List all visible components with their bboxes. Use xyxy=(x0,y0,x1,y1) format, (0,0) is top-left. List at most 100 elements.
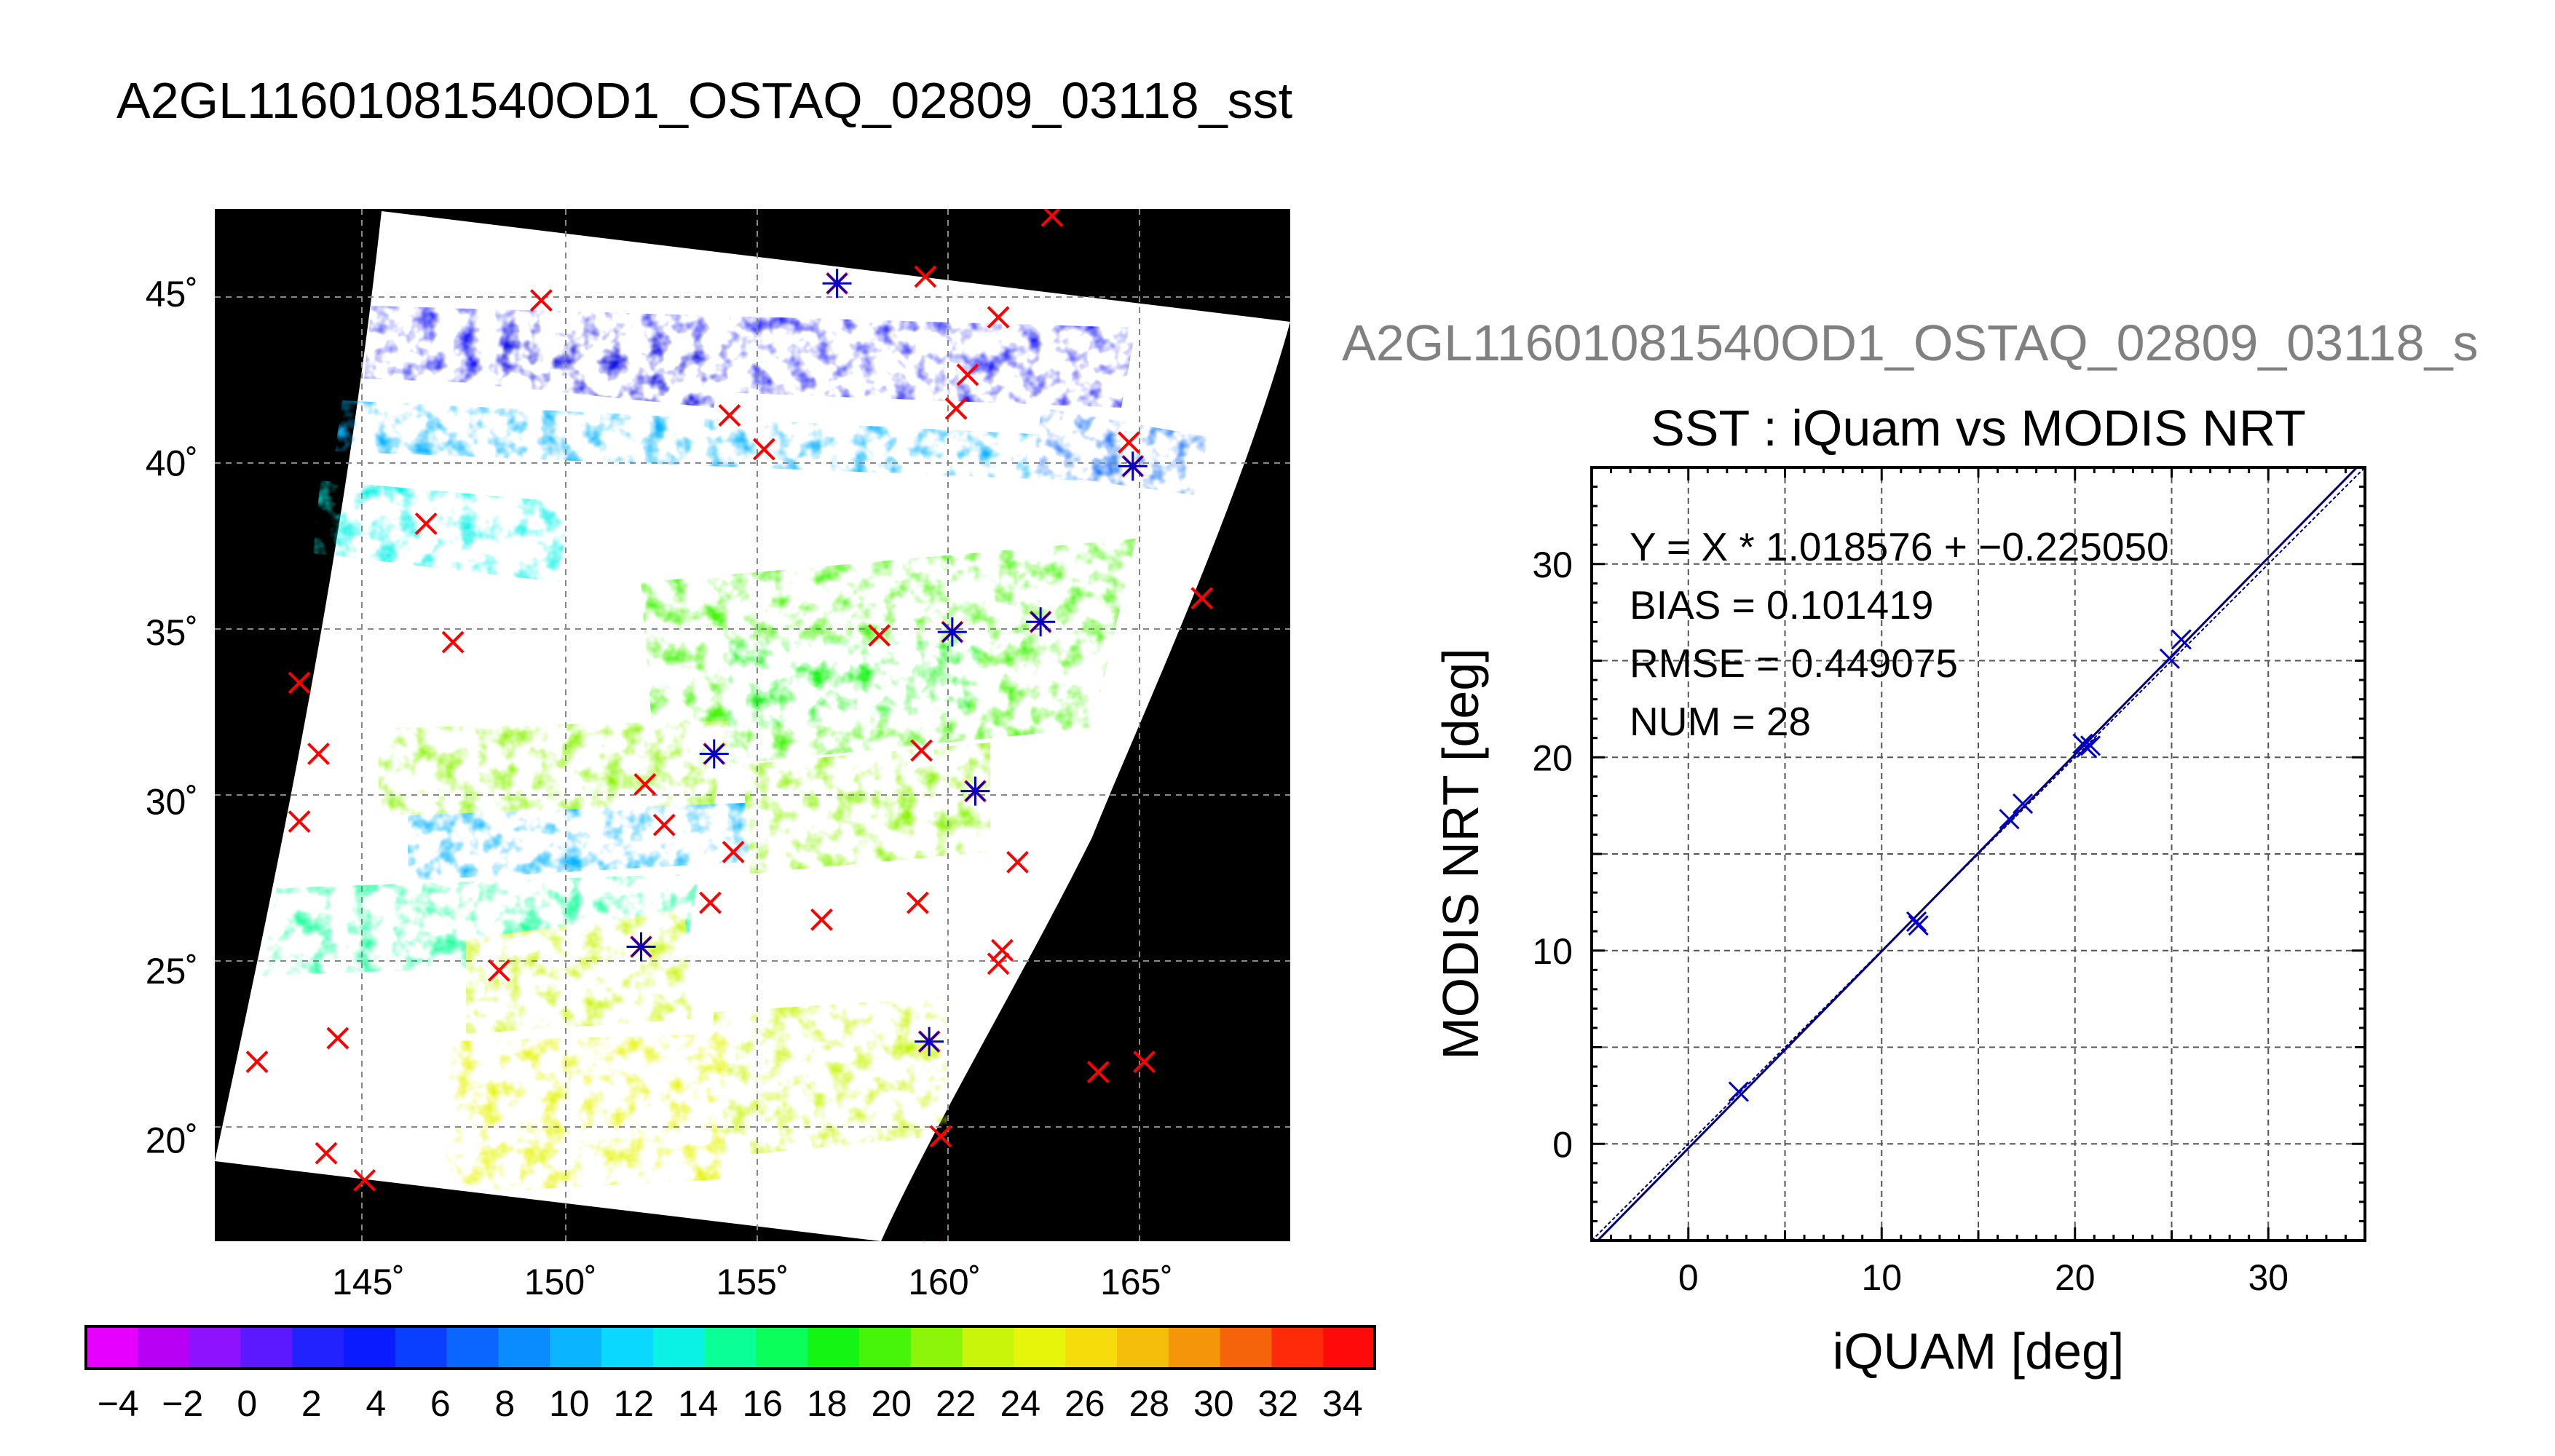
match-marker xyxy=(923,1240,944,1241)
match-marker xyxy=(652,813,676,836)
match-marker xyxy=(1006,850,1029,874)
map-x-tick-label: 160˚ xyxy=(908,1262,981,1302)
colorbar-cell xyxy=(704,1326,757,1369)
scatter-annotations: Y = X * 1.018576 + −0.225050 BIAS = 0.101… xyxy=(1630,524,2169,744)
match-marker xyxy=(987,952,1010,976)
map-y-tick-label: 35˚ xyxy=(146,612,198,653)
match-marker xyxy=(1133,1051,1156,1074)
map-y-tick-label: 25˚ xyxy=(146,951,198,992)
scatter-point xyxy=(1906,911,1927,932)
match-marker xyxy=(929,1125,952,1148)
colorbar-cell xyxy=(1065,1326,1118,1369)
colorbar-cell xyxy=(756,1326,808,1369)
map-x-tick-label: 155˚ xyxy=(716,1262,789,1302)
colorbar-tick-label: −4 xyxy=(98,1383,139,1424)
colorbar-cell xyxy=(1271,1326,1324,1369)
scatter-point xyxy=(2013,793,2034,815)
colorbar-tick-label: 12 xyxy=(613,1383,654,1424)
match-marker xyxy=(326,1026,350,1050)
map-y-tick-label: 40˚ xyxy=(146,443,198,484)
scatter-x-tick-label: 30 xyxy=(2248,1257,2289,1298)
scatter-y-axis-label: MODIS NRT [deg] xyxy=(1432,648,1489,1059)
match-marker xyxy=(914,265,937,288)
colorbar-tick-label: 20 xyxy=(871,1383,912,1424)
match-marker xyxy=(699,891,722,914)
figure-title: A2GL11601081540OD1_OSTAQ_02809_03118_sst xyxy=(117,72,1292,129)
scatter-point xyxy=(2076,737,2097,759)
match-marker xyxy=(944,397,968,420)
match-marker xyxy=(529,289,553,312)
colorbar-tick-label: 2 xyxy=(301,1383,322,1424)
colorbar-cell xyxy=(910,1326,963,1369)
matched-marker xyxy=(937,617,967,647)
scatter-point xyxy=(1728,1081,1749,1102)
match-marker xyxy=(1086,1061,1110,1083)
scatter-points xyxy=(1728,629,2192,1102)
scatter-y-tick-label: 20 xyxy=(1532,737,1573,778)
colorbar-tick-label: 18 xyxy=(807,1383,848,1424)
match-marker xyxy=(990,938,1014,962)
colorbar-tick-label: 8 xyxy=(494,1383,515,1424)
regression-line xyxy=(1596,467,2359,1241)
scatter-point xyxy=(2171,629,2192,650)
scatter-x-axis-label: iQUAM [deg] xyxy=(1833,1323,2125,1380)
match-marker xyxy=(288,671,311,695)
colorbar-cell xyxy=(137,1326,190,1369)
scatter-y-tick-label: 30 xyxy=(1532,545,1573,585)
scatter-annotation: NUM = 28 xyxy=(1630,699,1811,744)
sst-map: 145˚ 150˚ 155˚ 160˚ 165˚ 20˚ 25˚ 30˚ 35˚ 40˚ 45˚ xyxy=(146,209,1290,1302)
colorbar-cell xyxy=(446,1326,499,1369)
colorbar-frame xyxy=(84,1325,1376,1370)
colorbar-cell xyxy=(292,1326,344,1369)
colorbar-tick-label: 4 xyxy=(366,1383,386,1424)
scatter-x-tick-label: 20 xyxy=(2055,1257,2096,1298)
match-marker xyxy=(752,438,775,461)
colorbar-cell xyxy=(86,1326,138,1369)
scatter-point xyxy=(1999,809,2020,830)
match-marker xyxy=(810,908,833,931)
colorbar-tick-label: −2 xyxy=(162,1383,203,1424)
match-marker xyxy=(906,891,929,914)
scatter-header: A2GL11601081540OD1_OSTAQ_02809_03118_s xyxy=(1342,314,2479,371)
colorbar-tick-label: 28 xyxy=(1129,1383,1169,1424)
scatter-tick-labels: 0 10 20 30 0 10 20 30 xyxy=(1532,545,2289,1298)
matched-marker xyxy=(960,776,990,806)
scatter-annotation: RMSE = 0.449075 xyxy=(1630,641,1958,686)
map-x-tick-label: 165˚ xyxy=(1100,1262,1173,1302)
colorbar-cell xyxy=(1117,1326,1169,1369)
match-marker xyxy=(307,743,330,765)
colorbar-tick-label: 26 xyxy=(1065,1383,1105,1424)
colorbar-tick-label: 16 xyxy=(742,1383,783,1424)
map-y-tick-label: 20˚ xyxy=(146,1120,198,1161)
scatter-annotation: BIAS = 0.101419 xyxy=(1630,582,1933,628)
scatter-point xyxy=(2159,648,2180,669)
scatter-point xyxy=(1908,915,1929,936)
scatter-title: SST : iQuam vs MODIS NRT xyxy=(1651,400,2306,456)
identity-line xyxy=(1592,467,2365,1241)
match-marker xyxy=(910,739,933,762)
colorbar-cell xyxy=(962,1326,1014,1369)
matched-marker xyxy=(626,932,656,962)
colorbar-tick-label: 10 xyxy=(549,1383,590,1424)
map-x-tick-label: 150˚ xyxy=(524,1262,597,1302)
matched-marker xyxy=(915,1026,944,1056)
match-marker xyxy=(245,1051,269,1074)
colorbar-cell xyxy=(807,1326,860,1369)
colorbar-cell xyxy=(1014,1326,1066,1369)
scatter-y-tick-label: 10 xyxy=(1532,931,1573,972)
fit-line xyxy=(1592,467,2365,1241)
colorbar-tick-label: 6 xyxy=(430,1383,451,1424)
colorbar-tick-label: 14 xyxy=(678,1383,719,1424)
colorbar-tick-label: 0 xyxy=(237,1383,257,1424)
match-marker xyxy=(487,959,510,982)
match-marker xyxy=(722,840,745,863)
match-marker xyxy=(414,512,438,535)
colorbar-cell xyxy=(498,1326,550,1369)
match-marker xyxy=(1190,587,1214,610)
match-marker xyxy=(987,306,1010,329)
match-marker xyxy=(353,1168,376,1192)
match-marker xyxy=(1118,431,1140,454)
colorbar-tick-label: 32 xyxy=(1257,1383,1298,1424)
colorbar-cell xyxy=(240,1326,293,1369)
match-marker xyxy=(956,363,979,387)
